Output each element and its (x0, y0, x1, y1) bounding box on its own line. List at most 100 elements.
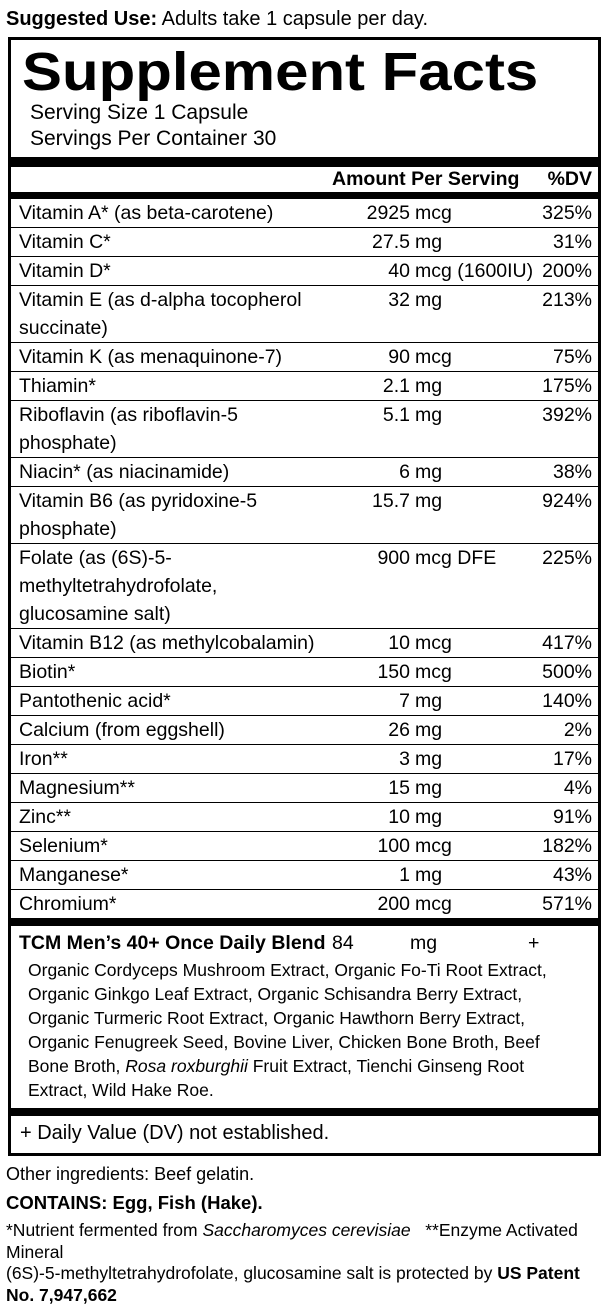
nutrient-row: Vitamin E (as d-alpha tocopherol succina… (11, 285, 598, 342)
nutrient-amount-unit: mg (415, 289, 443, 311)
thick-rule-top (11, 157, 598, 167)
nutrient-dv: 140% (542, 690, 592, 712)
nutrient-name: Thiamin* (19, 375, 96, 397)
nutrient-name: Selenium* (19, 835, 108, 857)
nutrient-row: Vitamin B6 (as pyridoxine-5 phosphate) 15… (11, 486, 598, 543)
blend-amount-unit: mg (410, 932, 438, 954)
nutrient-row: Pantothenic acid* 7 mg 140% (11, 686, 598, 715)
suggested-use-label: Suggested Use: (6, 8, 158, 30)
nutrient-row: Vitamin C* 27.5 mg 31% (11, 227, 598, 256)
nutrient-dv: 225% (542, 547, 592, 569)
nutrient-row: Vitamin D* 40 mcg (1600IU) 200% (11, 256, 598, 285)
nutrient-dv: 500% (542, 661, 592, 683)
nutrient-amount-unit: mg (415, 748, 443, 770)
nutrient-dv: 417% (542, 632, 592, 654)
nutrient-amount-number: 1 (399, 864, 410, 886)
nutrient-dv: 2% (563, 719, 592, 741)
nutrient-amount-number: 150 (377, 661, 410, 683)
nutrient-dv: 91% (552, 806, 592, 828)
nutrient-row: Calcium (from eggshell) 26 mg 2% (11, 715, 598, 744)
nutrient-amount-unit: mcg (1600IU) (415, 260, 534, 282)
nutrient-amount-number: 26 (388, 719, 410, 741)
blend-name: TCM Men’s 40+ Once Daily Blend (19, 932, 326, 954)
nutrient-amount-number: 3 (399, 748, 410, 770)
label-footer: Other ingredients: Beef gelatin. CONTAIN… (5, 1156, 604, 1306)
nutrient-dv: 200% (542, 260, 592, 282)
nutrient-row: Niacin* (as niacinamide) 6 mg 38% (11, 457, 598, 486)
nutrient-row: Vitamin K (as menaquinone-7) 90 mcg 75% (11, 342, 598, 371)
blend-dv: + (528, 932, 540, 954)
nutrient-amount-number: 27.5 (372, 231, 410, 253)
nutrient-name: Biotin* (19, 661, 76, 683)
nutrient-amount-number: 10 (388, 632, 410, 654)
nutrient-amount-number: 10 (388, 806, 410, 828)
nutrient-name: Riboflavin (as riboflavin-5 phosphate) (19, 404, 238, 454)
nutrient-name: Magnesium** (19, 777, 135, 799)
nutrient-row: Chromium* 200 mcg 571% (11, 889, 598, 918)
nutrient-amount-unit: mg (415, 806, 443, 828)
blend-amount-number: 84 (332, 932, 354, 954)
nutrient-row: Folate (as (6S)-5-methyltetrahydrofolate… (11, 543, 598, 628)
nutrient-row: Magnesium** 15 mg 4% (11, 773, 598, 802)
nutrient-amount-number: 2925 (366, 202, 410, 224)
nutrient-amount-number: 90 (388, 346, 410, 368)
nutrient-row: Iron** 3 mg 17% (11, 744, 598, 773)
nutrient-amount-unit: mcg (415, 202, 452, 224)
other-ingredients: Other ingredients: Beef gelatin. (6, 1164, 255, 1184)
nutrient-amount-unit: mcg (415, 835, 452, 857)
thick-rule-under-header (11, 192, 598, 199)
thick-rule-before-dv-note (11, 1108, 598, 1116)
nutrient-amount-number: 7 (399, 690, 410, 712)
nutrient-amount-number: 100 (377, 835, 410, 857)
nutrient-row: Riboflavin (as riboflavin-5 phosphate) 5.… (11, 400, 598, 457)
nutrient-amount-number: 6 (399, 461, 410, 483)
nutrient-name: Vitamin B6 (as pyridoxine-5 phosphate) (19, 490, 258, 540)
nutrient-name: Iron** (19, 748, 68, 770)
nutrient-dv: 75% (552, 346, 592, 368)
nutrient-amount-number: 15 (388, 777, 410, 799)
nutrient-amount-unit: mcg (415, 893, 452, 915)
nutrient-name: Vitamin E (as d-alpha tocopherol succina… (19, 289, 302, 339)
nutrient-name: Folate (as (6S)-5-methyltetrahydrofolate… (19, 547, 218, 625)
nutrient-row: Biotin* 150 mcg 500% (11, 657, 598, 686)
nutrient-amount-unit: mg (415, 231, 443, 253)
suggested-use-text: Adults take 1 capsule per day. (157, 8, 429, 30)
nutrient-name: Vitamin C* (19, 231, 111, 253)
nutrient-row: Thiamin* 2.1 mg 175% (11, 371, 598, 400)
blend-ingredients: Organic Cordyceps Mushroom Extract, Orga… (11, 958, 598, 1108)
dv-not-established-note: + Daily Value (DV) not established. (20, 1122, 330, 1144)
nutrient-dv: 182% (542, 835, 592, 857)
nutrient-amount-number: 15.7 (372, 490, 410, 512)
nutrient-amount-unit: mg (415, 461, 443, 483)
nutrient-amount-unit: mg (415, 719, 443, 741)
nutrient-amount-unit: mcg (415, 632, 452, 654)
nutrient-name: Vitamin D* (19, 260, 111, 282)
nutrient-amount-unit: mg (415, 690, 443, 712)
nutrient-row: Zinc** 10 mg 91% (11, 802, 598, 831)
nutrient-amount-number: 2.1 (382, 375, 410, 397)
serving-size: Serving Size 1 Capsule (30, 101, 249, 124)
nutrient-name: Manganese* (19, 864, 129, 886)
nutrient-amount-unit: mg (415, 404, 443, 426)
blend-ingredients-text: Organic Cordyceps Mushroom Extract, Orga… (28, 960, 547, 1076)
nutrient-dv: 31% (552, 231, 592, 253)
thick-rule-before-blend (11, 918, 598, 926)
nutrient-dv: 924% (542, 490, 592, 512)
nutrient-row: Manganese* 1 mg 43% (11, 860, 598, 889)
nutrient-dv: 43% (552, 864, 592, 886)
nutrient-name: Pantothenic acid* (19, 690, 171, 712)
servings-per-container: Servings Per Container 30 (30, 127, 277, 150)
nutrient-amount-number: 900 (377, 547, 410, 569)
column-header-row: Amount Per Serving %DV (11, 167, 598, 192)
panel-title: Supplement Facts (22, 42, 539, 102)
nutrient-dv: 213% (542, 289, 592, 311)
nutrient-row: Vitamin B12 (as methylcobalamin) 10 mcg 417… (11, 628, 598, 657)
nutrient-amount-unit: mg (415, 777, 443, 799)
nutrient-name: Zinc** (19, 806, 72, 828)
nutrient-name: Calcium (from eggshell) (19, 719, 225, 741)
suggested-use-line: Suggested Use: Adults take 1 capsule per… (5, 4, 604, 37)
blend-header-row: TCM Men’s 40+ Once Daily Blend 84 mg + (11, 926, 598, 958)
dv-header: %DV (547, 168, 592, 190)
nutrient-name: Niacin* (as niacinamide) (19, 461, 230, 483)
